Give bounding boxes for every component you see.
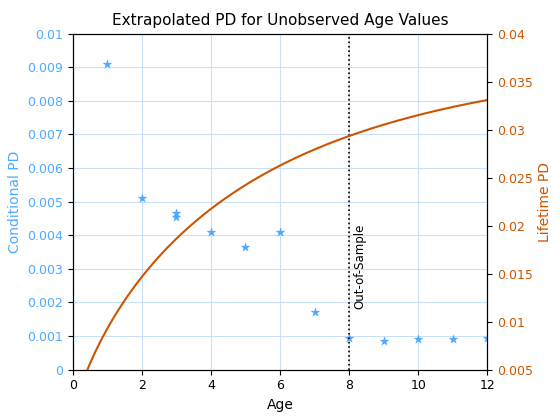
Point — [172, 210, 181, 217]
Point — [379, 338, 388, 344]
Point — [172, 213, 181, 220]
Point — [448, 336, 457, 343]
Point — [241, 244, 250, 250]
Y-axis label: Lifetime PD: Lifetime PD — [539, 162, 553, 242]
X-axis label: Age: Age — [267, 398, 293, 412]
Point — [207, 228, 216, 235]
Text: Out-of-Sample: Out-of-Sample — [353, 224, 366, 309]
Title: Extrapolated PD for Unobserved Age Values: Extrapolated PD for Unobserved Age Value… — [111, 13, 449, 28]
Point — [103, 60, 112, 67]
Point — [344, 334, 353, 341]
Point — [276, 228, 284, 235]
Point — [137, 195, 146, 202]
Point — [483, 335, 492, 342]
Point — [414, 336, 423, 343]
Point — [310, 309, 319, 316]
Y-axis label: Conditional PD: Conditional PD — [7, 150, 21, 253]
